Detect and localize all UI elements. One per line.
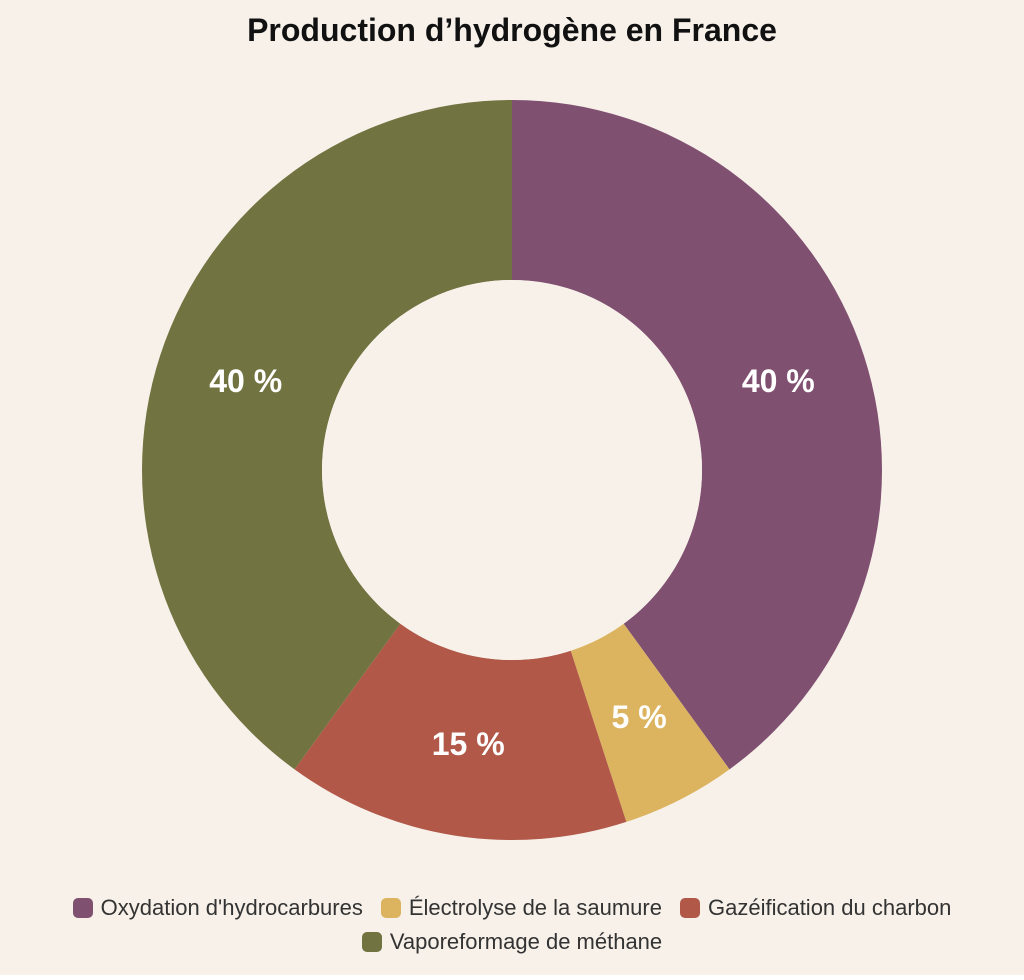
chart-container: Production d’hydrogène en France 40 % 5 %…: [0, 0, 1024, 975]
legend-item-electrolyse: Électrolyse de la saumure: [381, 895, 662, 921]
legend-swatch-oxydation: [73, 898, 93, 918]
legend-swatch-vaporeformage: [362, 932, 382, 952]
chart-legend: Oxydation d'hydrocarbures Électrolyse de …: [0, 895, 1024, 955]
slice-label-electrolyse: 5 %: [612, 699, 667, 735]
legend-swatch-gazeification: [680, 898, 700, 918]
legend-label-gazeification: Gazéification du charbon: [708, 895, 951, 921]
legend-item-oxydation: Oxydation d'hydrocarbures: [73, 895, 363, 921]
legend-item-vaporeformage: Vaporeformage de méthane: [362, 929, 662, 955]
slice-label-gazeification: 15 %: [432, 726, 505, 762]
legend-swatch-electrolyse: [381, 898, 401, 918]
legend-item-gazeification: Gazéification du charbon: [680, 895, 951, 921]
donut-hole: [322, 280, 702, 660]
donut-chart: 40 % 5 % 15 % 40 %: [0, 60, 1024, 980]
slice-label-oxydation: 40 %: [742, 363, 815, 399]
chart-title: Production d’hydrogène en France: [0, 12, 1024, 49]
slice-label-vaporeformage: 40 %: [209, 363, 282, 399]
legend-label-oxydation: Oxydation d'hydrocarbures: [101, 895, 363, 921]
legend-label-electrolyse: Électrolyse de la saumure: [409, 895, 662, 921]
legend-label-vaporeformage: Vaporeformage de méthane: [390, 929, 662, 955]
